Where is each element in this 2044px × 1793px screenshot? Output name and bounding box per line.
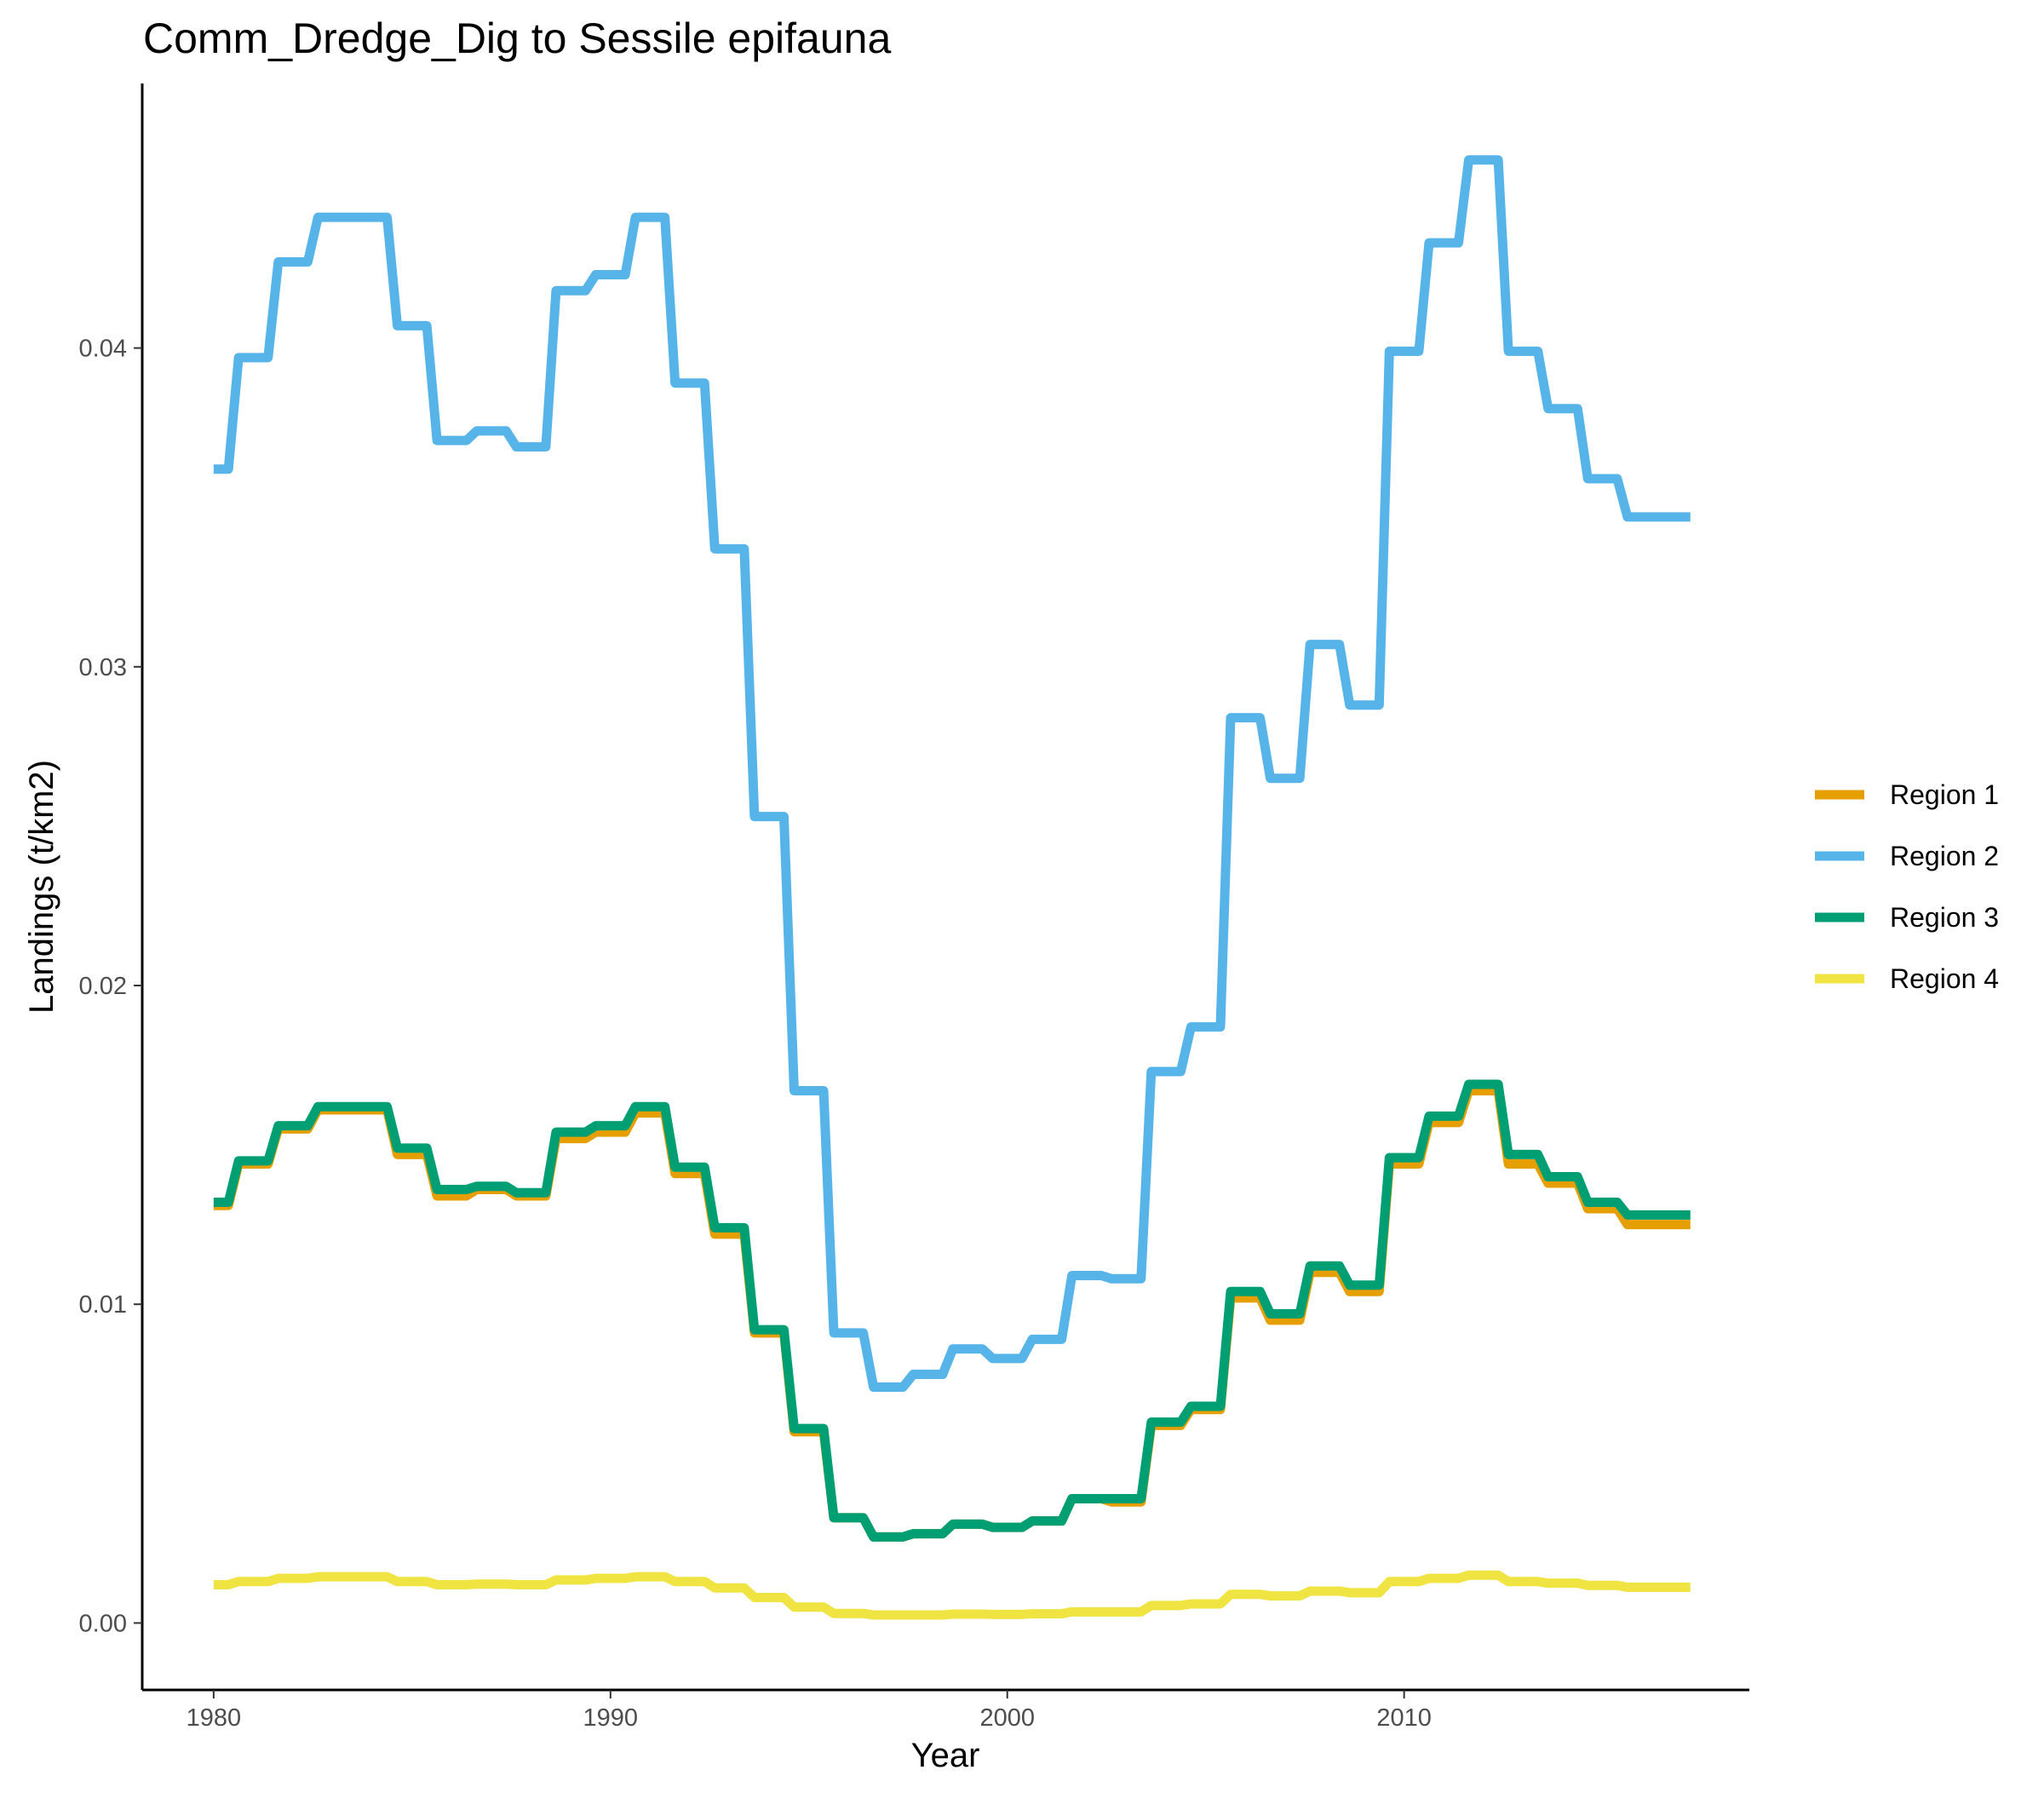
- series-line-region-3: [213, 1079, 1691, 1542]
- x-tick-label: 1990: [583, 1704, 639, 1732]
- legend-label-region-1: Region 1: [1890, 779, 1999, 810]
- y-tick-label: 0.01: [79, 1291, 127, 1319]
- chart-title: Comm_Dredge_Dig to Sessile epifauna: [143, 14, 891, 62]
- x-axis-title: Year: [911, 1737, 980, 1774]
- legend: Region 1 Region 2 Region 3 Region 4: [1815, 779, 1999, 994]
- y-axis-title: Landings (t/km2): [23, 760, 60, 1014]
- x-tick-label: 2010: [1376, 1704, 1432, 1732]
- series-line-region-4: [213, 1570, 1691, 1620]
- y-tick-label: 0.03: [79, 654, 127, 681]
- x-tick-label: 1980: [187, 1704, 242, 1732]
- x-axis-ticks: 1980 1990 2000 2010: [187, 1690, 1432, 1732]
- y-tick-label: 0.02: [79, 973, 127, 1000]
- legend-label-region-3: Region 3: [1890, 902, 1999, 933]
- y-tick-label: 0.00: [79, 1610, 127, 1637]
- legend-label-region-4: Region 4: [1890, 963, 1999, 994]
- y-tick-label: 0.04: [79, 336, 127, 363]
- series-line-region-2: [213, 155, 1691, 1392]
- legend-label-region-2: Region 2: [1890, 841, 1999, 871]
- series-layer: [213, 155, 1691, 1620]
- x-tick-label: 2000: [979, 1704, 1035, 1732]
- y-axis-ticks: 0.00 0.01 0.02 0.03 0.04: [79, 336, 142, 1637]
